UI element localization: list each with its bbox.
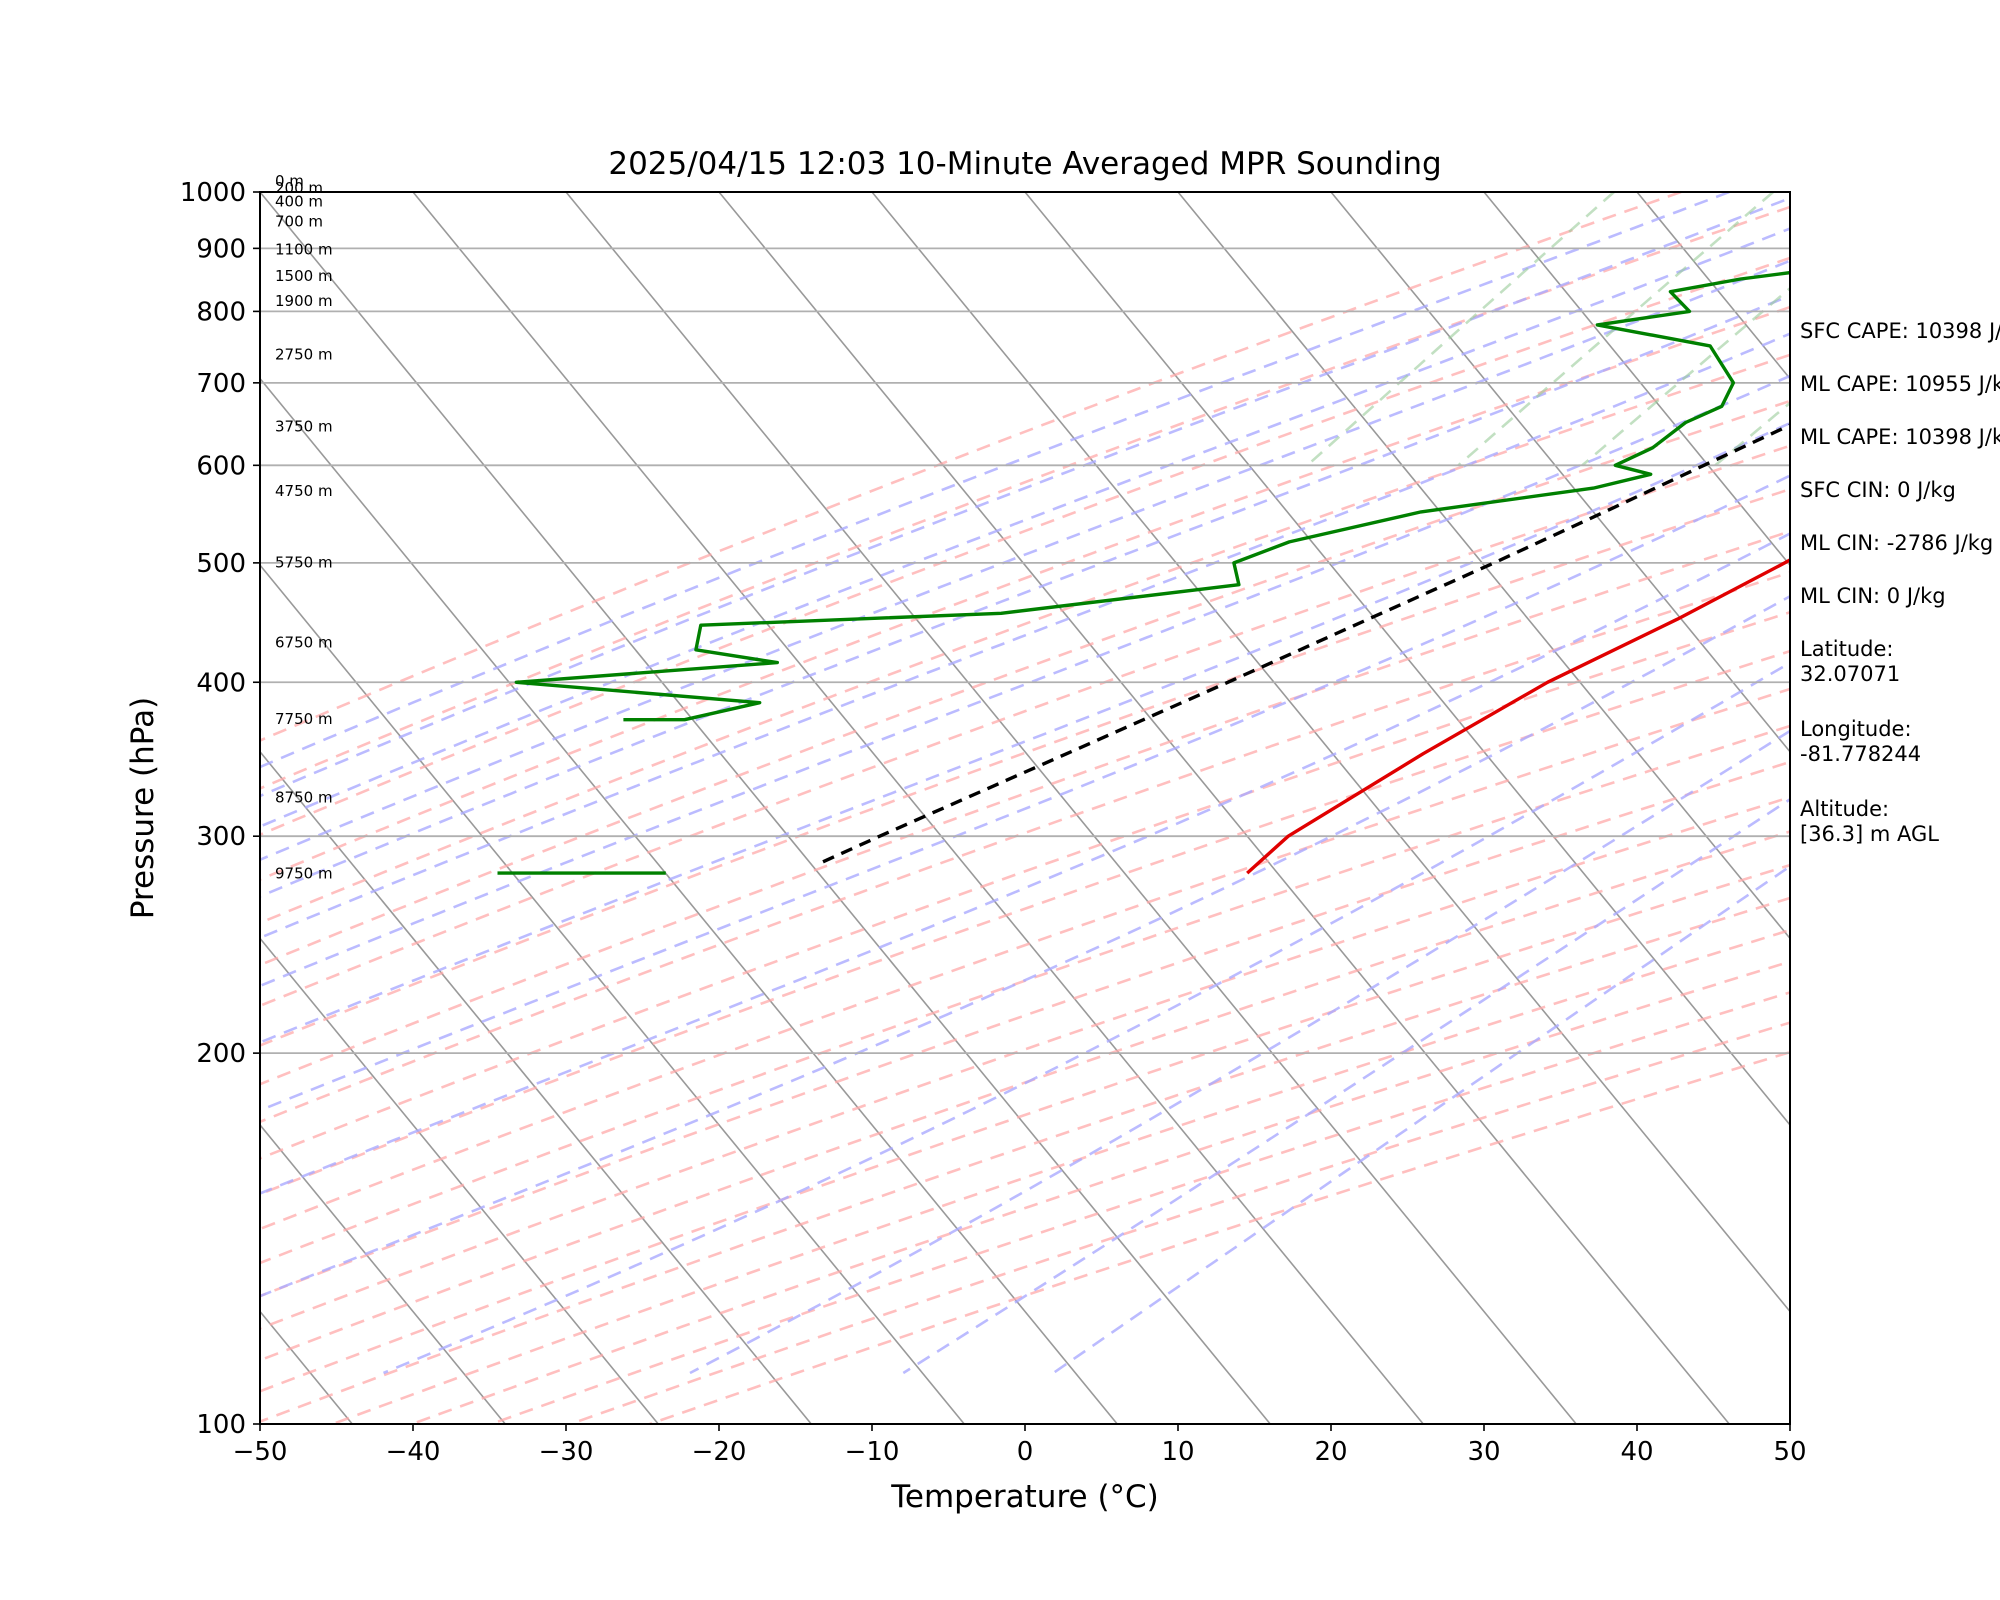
info-line: ML CAPE: 10398 J/kg xyxy=(1800,425,2000,449)
info-line: SFC CAPE: 10398 J/kg xyxy=(1800,319,2000,343)
x-tick-label: −50 xyxy=(233,1437,288,1467)
x-axis-ticks: −50 −40 −30 −20 −10 0 10 20 30 40 50 xyxy=(233,1424,1807,1467)
info-line: ML CIN: 0 J/kg xyxy=(1800,584,1946,608)
chart-title: 2025/04/15 12:03 10-Minute Averaged MPR … xyxy=(608,146,1441,182)
y-tick-label: 800 xyxy=(196,297,246,327)
y-tick-label: 200 xyxy=(196,1039,246,1069)
temperature-line xyxy=(1246,558,1790,875)
dry-adiabat xyxy=(260,610,1790,1160)
mixing-ratio-line xyxy=(1457,192,1775,467)
x-tick-label: −20 xyxy=(692,1437,747,1467)
height-label: 8750 m xyxy=(275,788,333,806)
y-tick-label: 600 xyxy=(196,451,246,481)
height-label: 0 m xyxy=(275,172,304,190)
isotherm-line xyxy=(565,192,1577,1424)
isotherm-line xyxy=(260,563,965,1424)
info-line: Longitude: xyxy=(1800,717,1912,741)
y-axis-ticks: 1000 900 800 700 600 500 400 300 200 100 xyxy=(180,178,260,1440)
y-tick-label: 400 xyxy=(196,668,246,698)
height-label: 1100 m xyxy=(275,240,333,258)
dry-adiabat xyxy=(260,205,1790,790)
isotherm-line xyxy=(1330,192,1790,754)
info-line: ML CIN: -2786 J/kg xyxy=(1800,531,1993,555)
info-line: Altitude: xyxy=(1800,797,1889,821)
y-tick-label: 700 xyxy=(196,369,246,399)
height-label: 400 m xyxy=(275,193,323,211)
info-line: ML CAPE: 10955 J/kg xyxy=(1800,372,2000,396)
height-label: 6750 m xyxy=(275,634,333,652)
isotherm-line xyxy=(260,1123,506,1424)
moist-adiabat xyxy=(260,474,1790,1112)
dry-adiabat xyxy=(260,896,1790,1423)
dry-adiabat xyxy=(260,444,1790,1008)
dry-adiabat xyxy=(260,487,1790,1047)
y-tick-label: 500 xyxy=(196,549,246,579)
x-tick-label: 30 xyxy=(1467,1437,1500,1467)
dry-adiabat xyxy=(260,571,1790,1124)
sounding-info-panel: SFC CAPE: 10398 J/kg ML CAPE: 10955 J/kg M… xyxy=(1800,319,2000,846)
height-label: 9750 m xyxy=(275,865,333,883)
x-tick-label: 20 xyxy=(1314,1437,1347,1467)
isotherm-line xyxy=(1177,192,1790,940)
dry-adiabat xyxy=(260,192,1682,742)
y-tick-label: 300 xyxy=(196,822,246,852)
x-tick-label: 40 xyxy=(1620,1437,1653,1467)
info-line: -81.778244 xyxy=(1800,742,1921,766)
height-label: 2750 m xyxy=(275,346,333,364)
y-tick-label: 100 xyxy=(196,1410,246,1440)
x-tick-label: −40 xyxy=(386,1437,441,1467)
moist-adiabat xyxy=(260,332,1790,940)
height-label: 1500 m xyxy=(275,267,333,285)
info-line: Latitude: xyxy=(1800,637,1894,661)
x-tick-label: −30 xyxy=(539,1437,594,1467)
x-axis-label: Temperature (°C) xyxy=(890,1479,1159,1515)
height-label: 5750 m xyxy=(275,554,333,572)
info-line: SFC CIN: 0 J/kg xyxy=(1800,478,1956,502)
dry-adiabat xyxy=(260,830,1790,1362)
background-reference-lines xyxy=(260,192,1790,1424)
isotherm-line xyxy=(871,192,1790,1313)
height-label: 4750 m xyxy=(275,482,333,500)
dry-adiabat xyxy=(260,529,1790,1086)
moist-adiabat xyxy=(260,192,1730,769)
x-tick-label: 0 xyxy=(1017,1437,1034,1467)
isotherm-line xyxy=(260,377,1118,1424)
dry-adiabat xyxy=(260,399,1790,967)
info-line: 32.07071 xyxy=(1800,662,1900,686)
x-tick-label: 50 xyxy=(1773,1437,1806,1467)
isotherm-line xyxy=(718,192,1730,1424)
y-tick-label: 900 xyxy=(196,234,246,264)
height-label: 7750 m xyxy=(275,710,333,728)
dry-adiabat xyxy=(260,863,1790,1393)
moist-adiabat xyxy=(260,227,1790,828)
isotherm-line xyxy=(412,192,1424,1424)
x-tick-label: −10 xyxy=(845,1437,900,1467)
dry-adiabat xyxy=(332,928,1790,1424)
mixing-ratio-line xyxy=(1306,192,1615,467)
dewpoint-line xyxy=(514,270,1790,722)
height-label: 700 m xyxy=(275,213,323,231)
x-tick-label: 10 xyxy=(1161,1437,1194,1467)
isotherm-line xyxy=(1483,192,1790,567)
y-axis-label: Pressure (hPa) xyxy=(125,697,161,919)
height-label: 3750 m xyxy=(275,418,333,436)
moist-adiabat xyxy=(689,729,1790,1375)
height-label: 1900 m xyxy=(275,292,333,310)
y-tick-label: 1000 xyxy=(180,178,246,208)
moist-adiabat xyxy=(260,196,1790,798)
profile-lines xyxy=(497,270,1790,875)
isotherm-line xyxy=(1024,192,1790,1127)
isotherm-line xyxy=(260,937,659,1424)
info-line: [36.3] m AGL xyxy=(1800,822,1939,846)
